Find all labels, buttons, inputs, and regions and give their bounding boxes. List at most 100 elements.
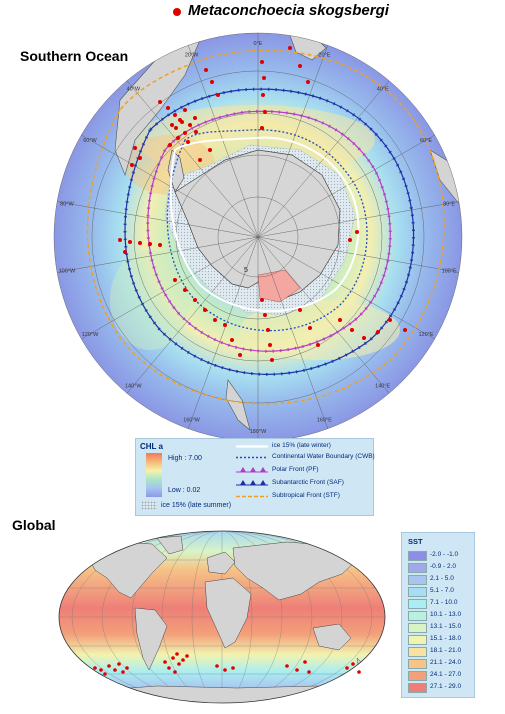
- sst-class-6: 13.1 - 15.0: [408, 622, 472, 633]
- legend-row-pf: Polar Front (PF): [234, 465, 372, 476]
- longitude-label: 0°E: [254, 41, 263, 47]
- greenland: [156, 535, 184, 555]
- sst-class-2: 2.1 - 5.0: [408, 574, 472, 585]
- meridian-line: [126, 80, 259, 238]
- global-map: [58, 530, 386, 704]
- longitude-label: 80°W: [60, 201, 74, 207]
- sst-label: 15.1 - 18.0: [430, 635, 462, 642]
- sst-class-4: 7.1 - 10.0: [408, 598, 472, 609]
- chl-color-ramp: [146, 453, 162, 497]
- legend-row-ice-winter: ice 15% (late winter): [234, 441, 372, 452]
- southern-ocean-map: 5 0°E20°E40°E60°E80°E100°E120°E140°E160°…: [53, 32, 463, 440]
- sst-swatch: [408, 659, 427, 669]
- meridian-line: [57, 201, 259, 238]
- new-zealand-landmass: [225, 379, 251, 431]
- legend-label-cwb: Continental Water Boundary (CWB): [272, 453, 375, 460]
- longitude-label: 60°E: [420, 138, 432, 144]
- meridian-line: [187, 45, 259, 238]
- map-border: [58, 530, 386, 704]
- cwb-line-icon: [236, 456, 268, 459]
- saf-line-icon: [236, 480, 268, 486]
- meridian-line: [81, 236, 259, 340]
- sst-swatch: [408, 683, 427, 693]
- longitude-label: 20°E: [318, 53, 330, 59]
- longitude-label: 180°W: [250, 429, 267, 435]
- species-title: Metaconchoecia skogsbergi: [188, 2, 389, 19]
- longitude-labels: 0°E 20°E 40°E 60°E 80°E 100°E 120°E 140°E 160°E 1…: [59, 41, 457, 435]
- meridian-line: [126, 236, 259, 394]
- sst-swatch: [408, 611, 427, 621]
- longitude-label: 120°E: [418, 332, 433, 338]
- longitude-label: 100°W: [59, 269, 76, 275]
- meridian-line: [257, 134, 435, 238]
- occurrence-marker-icon: [173, 8, 181, 16]
- subtropical-front-line: [86, 49, 445, 405]
- southern-ocean-legend: CHL a High : 7.00 Low : 0.02 ice 15% (la…: [135, 438, 375, 516]
- global-occurrence-points: [93, 652, 361, 676]
- legend-label-saf: Subantarctic Front (SAF): [272, 479, 344, 486]
- stf-line-icon: [236, 495, 268, 498]
- sst-label: 27.1 - 29.0: [430, 683, 462, 690]
- sst-class-11: 27.1 - 29.0: [408, 682, 472, 693]
- sst-class-1: -0.9 - 2.0: [408, 562, 472, 573]
- sst-swatch: [408, 587, 427, 597]
- sst-swatch: [408, 671, 427, 681]
- occurrence-points: [118, 46, 407, 362]
- ice-summer-label: ice 15% (late summer): [161, 502, 232, 509]
- longitude-label: 160°E: [317, 417, 332, 423]
- sst-label: 13.1 - 15.0: [430, 623, 462, 630]
- ice-late-winter-line: [169, 136, 360, 313]
- ice-winter-line-icon: [236, 445, 268, 448]
- australia: [312, 623, 352, 651]
- sst-swatch: [408, 599, 427, 609]
- sst-label: 7.1 - 10.0: [430, 599, 458, 606]
- sst-swatch: [408, 635, 427, 645]
- meridian-line: [257, 236, 435, 340]
- longitude-label: 60°W: [83, 138, 97, 144]
- sst-class-8: 18.1 - 21.0: [408, 646, 472, 657]
- legend-label-pf: Polar Front (PF): [272, 466, 319, 473]
- longitude-label: 140°W: [125, 384, 142, 390]
- sst-label: -0.9 - 2.0: [430, 563, 457, 570]
- longitude-label: 120°W: [82, 332, 99, 338]
- sst-swatch: [408, 551, 427, 561]
- sst-label: 10.1 - 13.0: [430, 611, 462, 618]
- sst-label: 5.1 - 7.0: [430, 587, 454, 594]
- legend-label-ice-winter: ice 15% (late winter): [272, 442, 331, 449]
- southern-ocean-title: Southern Ocean: [20, 48, 129, 64]
- sst-swatch: [408, 563, 427, 573]
- longitude-label: 20°W: [185, 53, 199, 59]
- chl-high-label: High : 7.00: [168, 455, 202, 462]
- sst-label: -2.0 - -1.0: [430, 551, 459, 558]
- longitude-label: 140°E: [375, 384, 390, 390]
- polar-front-line: [147, 110, 391, 352]
- sst-legend: SST -2.0 - -1.0 -0.9 - 2.0 2.1 - 5.0 5.1…: [401, 532, 475, 698]
- africa: [204, 577, 252, 649]
- polar-front-line-icon: [236, 467, 268, 473]
- meridian-line: [187, 236, 259, 429]
- legend-row-stf: Subtropical Front (STF): [234, 491, 372, 502]
- longitude-label: 100°E: [442, 269, 457, 275]
- sst-class-5: 10.1 - 13.0: [408, 610, 472, 621]
- legend-row-cwb: Continental Water Boundary (CWB): [234, 452, 375, 463]
- legend-row-saf: Subantarctic Front (SAF): [234, 478, 372, 489]
- meridian-line: [257, 236, 390, 394]
- sst-swatch: [408, 623, 427, 633]
- longitude-label: 40°W: [127, 86, 141, 92]
- sst-swatch: [408, 647, 427, 657]
- ice-summer-swatch: [141, 501, 157, 510]
- global-title: Global: [12, 517, 56, 533]
- longitude-label: 40°E: [377, 86, 389, 92]
- sst-class-3: 5.1 - 7.0: [408, 586, 472, 597]
- sst-class-0: -2.0 - -1.0: [408, 550, 472, 561]
- sst-swatch: [408, 575, 427, 585]
- sst-legend-title: SST: [408, 537, 423, 546]
- legend-label-stf: Subtropical Front (STF): [272, 492, 340, 499]
- meridian-line: [81, 134, 259, 238]
- meridian-line: [257, 80, 390, 238]
- antarctic-peninsula: [167, 149, 185, 193]
- sst-class-10: 24.1 - 27.0: [408, 670, 472, 681]
- sst-label: 2.1 - 5.0: [430, 575, 454, 582]
- chl-legend-title: CHL a: [140, 442, 163, 451]
- europe: [206, 551, 236, 575]
